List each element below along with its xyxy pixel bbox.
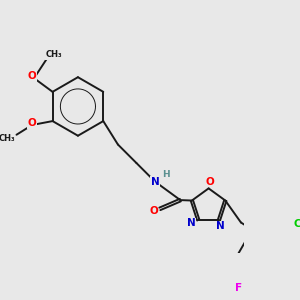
Text: N: N: [187, 218, 196, 228]
Text: N: N: [151, 177, 159, 187]
Text: O: O: [149, 206, 158, 216]
Text: O: O: [28, 118, 37, 128]
Text: O: O: [205, 177, 214, 187]
Text: CH₃: CH₃: [0, 134, 15, 143]
Text: O: O: [28, 71, 37, 81]
Text: N: N: [215, 221, 224, 232]
Text: Cl: Cl: [293, 219, 300, 229]
Text: F: F: [235, 283, 242, 293]
Text: CH₃: CH₃: [46, 50, 62, 59]
Text: H: H: [162, 170, 169, 179]
